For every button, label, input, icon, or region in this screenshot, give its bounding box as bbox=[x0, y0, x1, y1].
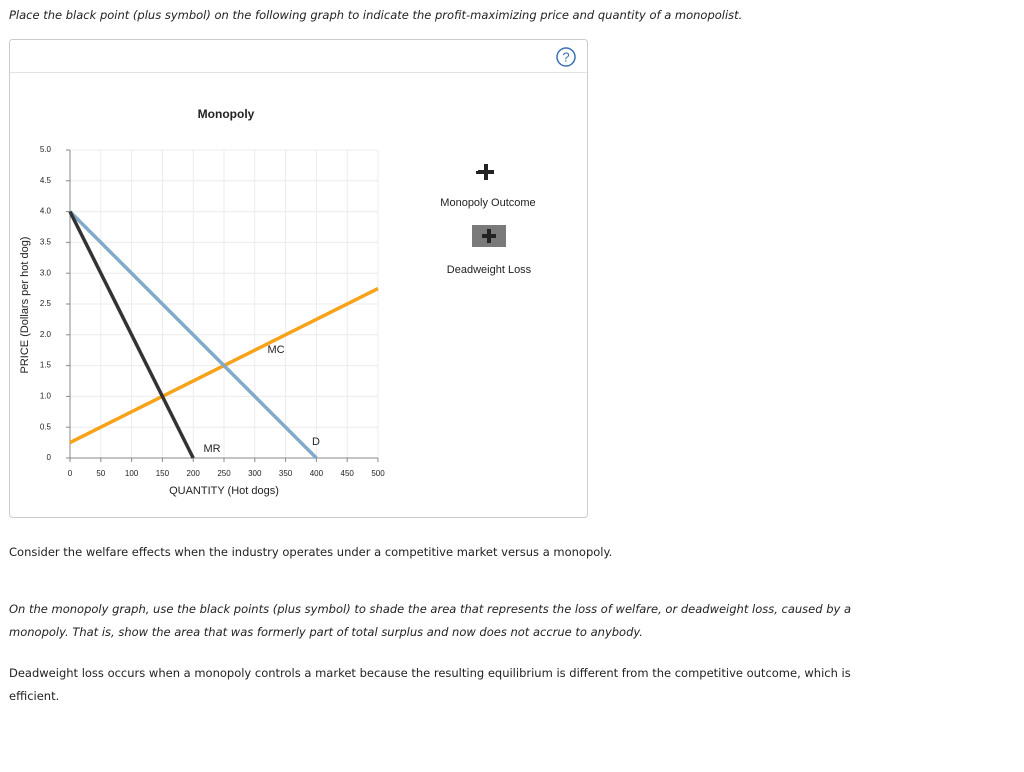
y-tick-label: 4.5 bbox=[40, 176, 52, 185]
x-tick-label: 450 bbox=[341, 469, 355, 478]
y-tick-label: 3.0 bbox=[40, 268, 52, 277]
plus-icon[interactable] bbox=[478, 164, 494, 180]
y-tick-label: 4.0 bbox=[40, 207, 52, 216]
monopoly-outcome-tool[interactable] bbox=[476, 164, 494, 180]
deadweight-loss-tool[interactable] bbox=[472, 225, 506, 247]
curve-label: D bbox=[312, 436, 320, 448]
legend-label: Deadweight Loss bbox=[447, 264, 532, 276]
y-tick-label: 1.0 bbox=[40, 392, 52, 401]
x-axis-label: QUANTITY (Hot dogs) bbox=[169, 485, 279, 497]
x-tick-label: 300 bbox=[248, 469, 262, 478]
x-tick-label: 400 bbox=[310, 469, 324, 478]
panel-border bbox=[9, 39, 588, 518]
curve bbox=[68, 210, 195, 459]
curve-label: MC bbox=[267, 344, 284, 356]
curve bbox=[68, 210, 318, 460]
help-icon[interactable]: ? bbox=[562, 49, 569, 64]
x-tick-label: 50 bbox=[96, 469, 105, 478]
help-button[interactable] bbox=[556, 47, 576, 67]
legend-label: Monopoly Outcome bbox=[440, 197, 535, 209]
y-tick-label: 2.5 bbox=[40, 299, 52, 308]
x-tick-label: 150 bbox=[156, 469, 170, 478]
tool-dot bbox=[476, 171, 479, 174]
y-tick-label: 3.5 bbox=[40, 238, 52, 247]
x-tick-label: 100 bbox=[125, 469, 139, 478]
x-tick-label: 350 bbox=[279, 469, 293, 478]
y-tick-label: 0.5 bbox=[40, 422, 52, 431]
plus-icon[interactable] bbox=[482, 229, 496, 243]
y-tick-label: 0 bbox=[47, 453, 52, 462]
y-tick-label: 2.0 bbox=[40, 330, 52, 339]
paragraph: On the monopoly graph, use the black poi… bbox=[9, 602, 852, 639]
x-tick-label: 0 bbox=[68, 469, 73, 478]
x-tick-label: 200 bbox=[187, 469, 201, 478]
instruction: Place the black point (plus symbol) on t… bbox=[9, 8, 743, 22]
curve-label: MR bbox=[203, 443, 220, 455]
x-tick-label: 500 bbox=[371, 469, 385, 478]
paragraph: Deadweight loss occurs when a monopoly c… bbox=[9, 666, 851, 703]
y-axis-label: PRICE (Dollars per hot dog) bbox=[19, 237, 31, 374]
paragraph: Consider the welfare effects when the in… bbox=[9, 545, 613, 559]
chart-title: Monopoly bbox=[198, 107, 255, 121]
y-tick-label: 1.5 bbox=[40, 361, 52, 370]
x-tick-label: 250 bbox=[217, 469, 231, 478]
y-tick-label: 5.0 bbox=[40, 145, 52, 154]
